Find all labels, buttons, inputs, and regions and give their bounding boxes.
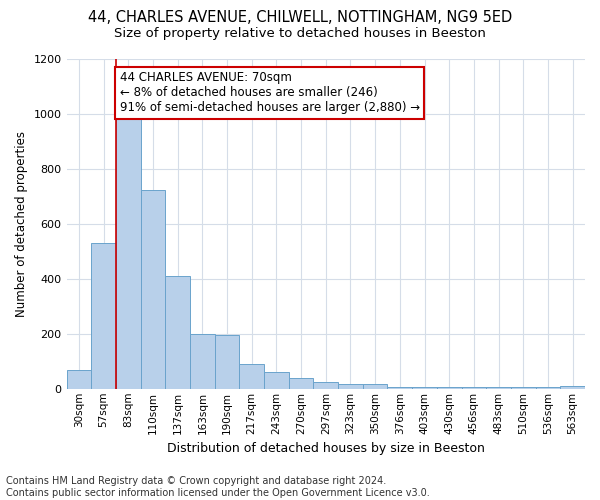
Bar <box>511 388 536 389</box>
Bar <box>437 388 461 389</box>
Bar <box>190 334 215 389</box>
Bar <box>239 364 264 389</box>
Bar <box>461 388 486 389</box>
Text: Contains HM Land Registry data © Crown copyright and database right 2024.
Contai: Contains HM Land Registry data © Crown c… <box>6 476 430 498</box>
Bar <box>140 190 165 389</box>
Bar <box>486 388 511 389</box>
Bar <box>264 372 289 389</box>
Text: 44 CHARLES AVENUE: 70sqm
← 8% of detached houses are smaller (246)
91% of semi-d: 44 CHARLES AVENUE: 70sqm ← 8% of detache… <box>119 72 420 114</box>
Bar <box>412 388 437 389</box>
Text: Size of property relative to detached houses in Beeston: Size of property relative to detached ho… <box>114 28 486 40</box>
Y-axis label: Number of detached properties: Number of detached properties <box>15 131 28 317</box>
Bar <box>313 382 338 389</box>
Text: 44, CHARLES AVENUE, CHILWELL, NOTTINGHAM, NG9 5ED: 44, CHARLES AVENUE, CHILWELL, NOTTINGHAM… <box>88 10 512 25</box>
Bar <box>91 243 116 389</box>
Bar <box>289 378 313 389</box>
Bar <box>338 384 363 389</box>
Bar <box>67 370 91 389</box>
Bar <box>388 388 412 389</box>
Bar <box>116 114 140 389</box>
Bar <box>560 386 585 389</box>
Bar <box>215 335 239 389</box>
X-axis label: Distribution of detached houses by size in Beeston: Distribution of detached houses by size … <box>167 442 485 455</box>
Bar <box>363 384 388 389</box>
Bar <box>165 276 190 389</box>
Bar <box>536 388 560 389</box>
